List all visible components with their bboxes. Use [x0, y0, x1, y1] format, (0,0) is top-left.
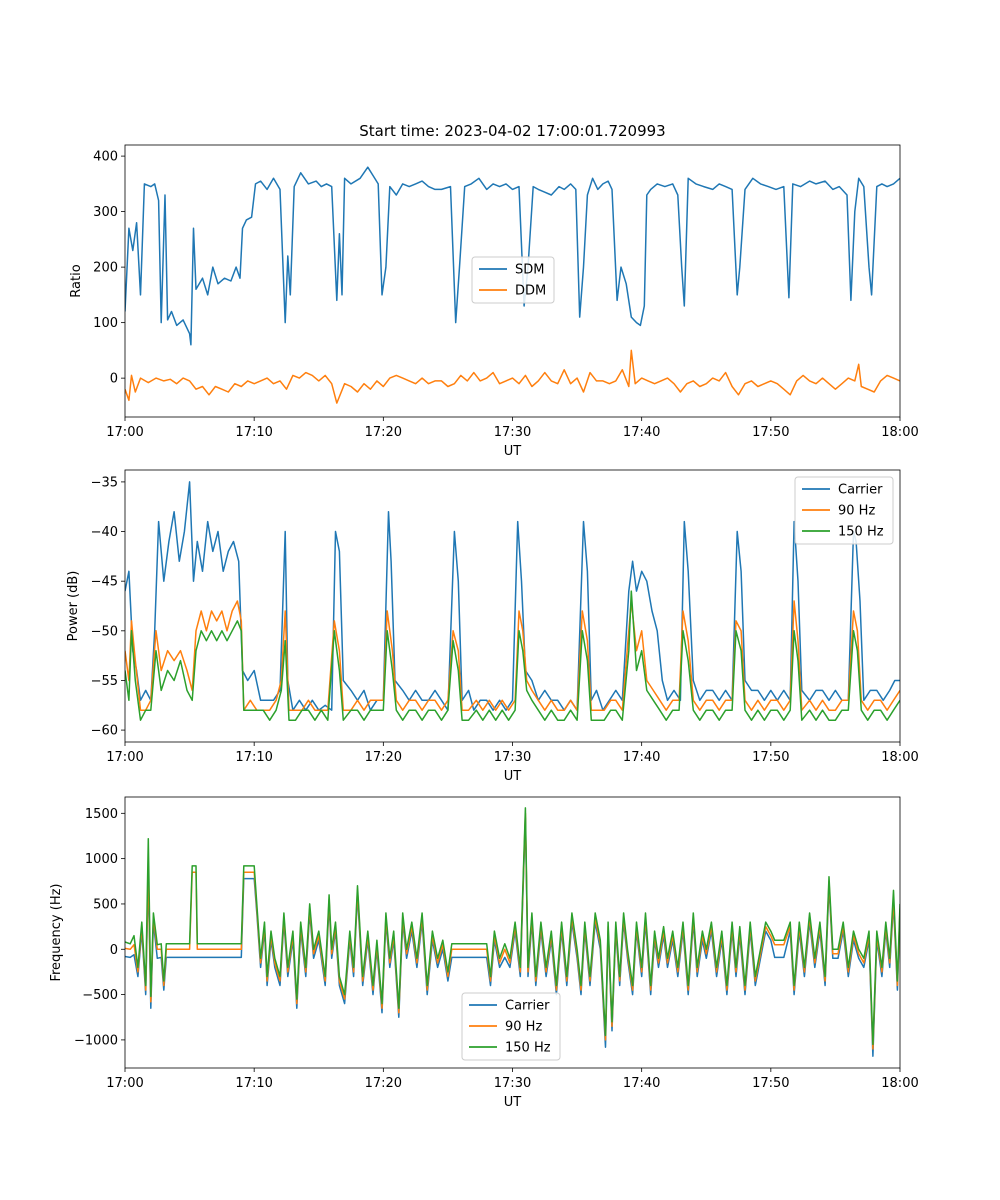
y-tick-label: 400 [93, 150, 118, 165]
y-tick-label: 1500 [85, 807, 118, 822]
y-tick-label: −500 [82, 988, 118, 1003]
y-tick-label: −50 [91, 624, 118, 639]
y-tick-label: 100 [93, 316, 118, 331]
legend: Carrier 90 Hz 150 Hz [794, 476, 894, 545]
x-tick-label: 17:10 [235, 425, 272, 440]
legend-label: DDM [515, 284, 546, 299]
chart-title: Start time: 2023-04-02 17:00:01.720993 [359, 122, 665, 140]
y-tick-label: 1000 [85, 852, 118, 867]
x-tick-label: 18:00 [881, 425, 918, 440]
legend: SDM DDM [471, 256, 555, 304]
y-tick-label: 0 [110, 943, 118, 958]
legend-label: SDM [515, 263, 544, 278]
x-tick-label: 17:20 [365, 1076, 402, 1091]
series-group [125, 481, 900, 721]
x-tick-label: 17:50 [752, 750, 789, 765]
y-tick-label: 300 [93, 205, 118, 220]
y-tick-label: −55 [91, 674, 118, 689]
x-tick-label: 17:40 [623, 1076, 660, 1091]
x-tick-label: 17:00 [106, 1076, 143, 1091]
y-tick-label: −40 [91, 525, 118, 540]
series-group [125, 166, 900, 404]
legend-label: 90 Hz [505, 1020, 542, 1035]
x-tick-label: 17:00 [106, 425, 143, 440]
x-tick-label: 17:40 [623, 750, 660, 765]
legend-label: 150 Hz [838, 525, 884, 540]
y-tick-label: 0 [110, 372, 118, 387]
y-tick-label: −45 [91, 575, 118, 590]
x-tick-label: 17:30 [494, 425, 531, 440]
series-line-150-hz [125, 807, 900, 1046]
x-axis-label: UT [504, 444, 522, 459]
x-axis-label: UT [504, 1095, 522, 1110]
x-tick-label: 17:00 [106, 750, 143, 765]
legend-box [461, 992, 561, 1061]
x-tick-label: 18:00 [881, 750, 918, 765]
legend-label: Carrier [838, 483, 883, 498]
y-tick-label: 500 [93, 897, 118, 912]
chart-panel-2: 17:00 17:10 17:20 17:30 17:40 17:50 18:00 −60 −5… [66, 469, 919, 784]
y-tick-label: −35 [91, 475, 118, 490]
y-axis-label: Frequency (Hz) [49, 883, 64, 981]
series-line-ddm [125, 349, 900, 404]
y-axis-label: Power (dB) [66, 571, 81, 642]
y-axis-label: Ratio [69, 264, 84, 297]
y-tick-label: −60 [91, 724, 118, 739]
y-tick-label: −1000 [74, 1033, 118, 1048]
x-tick-label: 17:50 [752, 425, 789, 440]
legend-label: 90 Hz [838, 504, 875, 519]
x-tick-label: 18:00 [881, 1076, 918, 1091]
x-tick-label: 17:50 [752, 1076, 789, 1091]
series-line-90-hz [125, 600, 900, 711]
x-tick-label: 17:40 [623, 425, 660, 440]
x-tick-label: 17:20 [365, 750, 402, 765]
series-line-sdm [125, 166, 900, 346]
chart-panel-3: 17:00 17:10 17:20 17:30 17:40 17:50 18:00 −1000… [49, 796, 919, 1110]
x-tick-label: 17:10 [235, 1076, 272, 1091]
legend-label: Carrier [505, 999, 550, 1014]
x-tick-label: 17:20 [365, 425, 402, 440]
series-line-150-hz [125, 590, 900, 721]
series-line-carrier [125, 481, 900, 711]
x-tick-label: 17:30 [494, 1076, 531, 1091]
chart-panel-1: 17:00 17:10 17:20 17:30 17:40 17:50 18:00 0 100 2… [69, 122, 919, 459]
series-group [125, 807, 900, 1057]
y-tick-label: 200 [93, 261, 118, 276]
legend: Carrier 90 Hz 150 Hz [461, 992, 561, 1061]
legend-label: 150 Hz [505, 1041, 551, 1056]
x-tick-label: 17:10 [235, 750, 272, 765]
x-tick-label: 17:30 [494, 750, 531, 765]
x-axis-label: UT [504, 769, 522, 784]
legend-box [794, 476, 894, 545]
